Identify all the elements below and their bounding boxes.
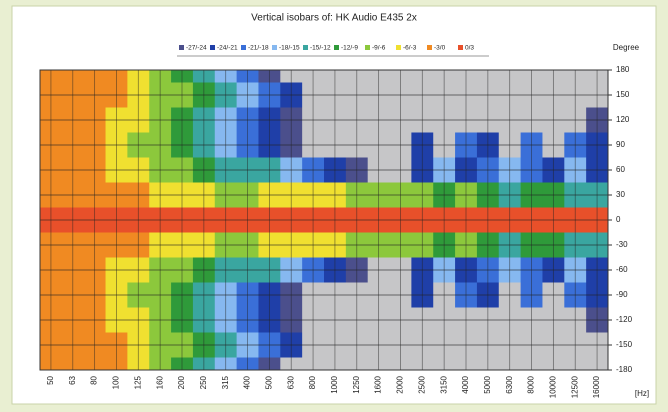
x-tick-label: 80: [90, 375, 99, 384]
x-axis-unit: [Hz]: [635, 389, 649, 398]
x-tick-label: 160: [155, 375, 164, 389]
legend-swatch: [210, 45, 215, 50]
legend-swatch: [458, 45, 463, 50]
x-tick-label: 16000: [592, 375, 601, 398]
x-tick-label: 125: [133, 375, 142, 389]
x-tick-label: 2000: [396, 375, 405, 393]
x-tick-label: 6300: [505, 375, 514, 393]
legend-label: 0/3: [465, 45, 474, 52]
y-tick-label: 120: [616, 115, 630, 124]
y-tick-label: 150: [616, 90, 630, 99]
legend-swatch: [179, 45, 184, 50]
legend-label: -6/-3: [403, 45, 417, 52]
y-axis-label: Degree: [613, 43, 640, 52]
legend-swatch: [396, 45, 401, 50]
x-tick-label: 50: [46, 375, 55, 384]
x-tick-label: 8000: [527, 375, 536, 393]
x-tick-label: 500: [264, 375, 273, 389]
x-tick-label: 630: [286, 375, 295, 389]
y-tick-label: 60: [616, 165, 625, 174]
x-tick-label: 800: [308, 375, 317, 389]
legend-label: -15/-12: [310, 45, 331, 52]
y-tick-label: 90: [616, 140, 625, 149]
x-tick-label: 4000: [461, 375, 470, 393]
legend-swatch: [272, 45, 277, 50]
y-tick-label: 180: [616, 65, 630, 74]
legend-label: -12/-9: [341, 45, 358, 52]
x-tick-label: 100: [112, 375, 121, 389]
y-tick-label: 30: [616, 190, 625, 199]
legend-label: -24/-21: [217, 45, 238, 52]
legend-swatch: [241, 45, 246, 50]
legend-label: -18/-15: [279, 45, 300, 52]
y-tick-label: -180: [616, 365, 633, 374]
x-tick-label: 400: [243, 375, 252, 389]
x-tick-label: 1600: [374, 375, 383, 393]
legend-label: -9/-6: [372, 45, 386, 52]
x-tick-label: 3150: [439, 375, 448, 393]
x-tick-label: 10000: [548, 375, 557, 398]
legend-label: -3/0: [434, 45, 446, 52]
x-tick-label: 63: [68, 375, 77, 384]
legend-label: -21/-18: [248, 45, 269, 52]
legend-label: -27/-24: [186, 45, 207, 52]
x-tick-label: 1250: [352, 375, 361, 393]
y-tick-label: -150: [616, 340, 633, 349]
y-tick-label: -60: [616, 265, 628, 274]
x-tick-label: 2500: [417, 375, 426, 393]
x-tick-label: 315: [221, 375, 230, 389]
legend-swatch: [303, 45, 308, 50]
y-tick-label: -30: [616, 240, 628, 249]
y-tick-label: -120: [616, 315, 633, 324]
legend-swatch: [334, 45, 339, 50]
x-tick-label: 12500: [570, 375, 579, 398]
legend-swatch: [365, 45, 370, 50]
x-tick-label: 250: [199, 375, 208, 389]
x-tick-label: 1000: [330, 375, 339, 393]
x-tick-label: 5000: [483, 375, 492, 393]
legend-swatch: [427, 45, 432, 50]
y-tick-label: 0: [616, 215, 621, 224]
chart-title: Vertical isobars of: HK Audio E435 2x: [251, 13, 417, 24]
x-tick-label: 200: [177, 375, 186, 389]
y-tick-label: -90: [616, 290, 628, 299]
